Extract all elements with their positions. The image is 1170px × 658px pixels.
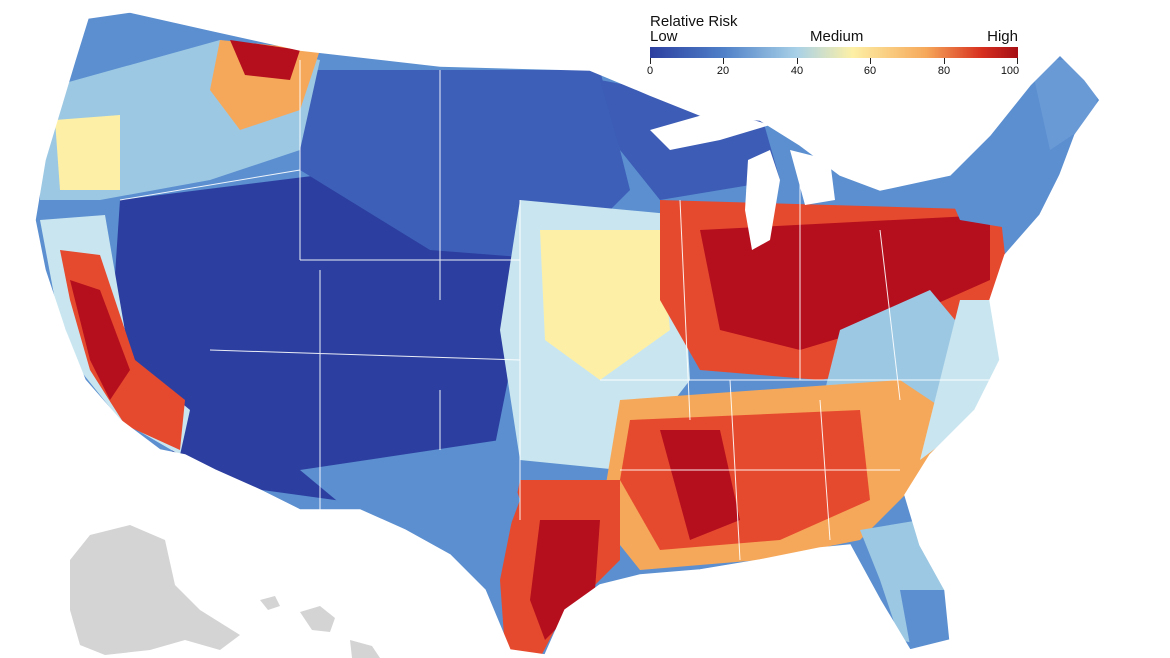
hawaii-shape xyxy=(260,596,380,658)
state-borders xyxy=(119,60,1000,561)
legend-tick-label: 0 xyxy=(646,65,654,77)
risk-legend: Relative Risk Low Medium High 0 20 40 60… xyxy=(647,13,1020,84)
region-california-core xyxy=(70,280,130,400)
lake-michigan xyxy=(745,150,780,250)
legend-ticks: 0 20 40 60 80 100 xyxy=(647,58,1019,80)
region-west-texas xyxy=(300,440,520,580)
alaska-shape xyxy=(70,525,240,655)
region-midwest-very-high xyxy=(700,215,990,350)
legend-level-high: High xyxy=(987,28,1018,45)
legend-title: Relative Risk xyxy=(650,13,738,30)
legend-tick-label: 40 xyxy=(790,65,804,77)
legend-tick-mark xyxy=(797,58,798,64)
region-montana-red xyxy=(230,40,300,80)
region-oregon-yellow xyxy=(55,115,120,190)
legend-tick-mark xyxy=(650,58,651,64)
region-houston-red xyxy=(530,520,600,640)
region-florida-tip xyxy=(900,590,950,650)
region-mississippi-red xyxy=(660,430,740,540)
legend-tick-label: 80 xyxy=(937,65,951,77)
legend-tick-label: 100 xyxy=(1000,65,1020,77)
legend-color-bar xyxy=(650,47,1018,58)
legend-tick-mark xyxy=(944,58,945,64)
legend-tick-mark xyxy=(723,58,724,64)
legend-tick-mark xyxy=(870,58,871,64)
lake-superior xyxy=(650,110,770,150)
region-plains-yellow xyxy=(540,230,670,380)
legend-tick-mark xyxy=(1017,58,1018,64)
legend-level-medium: Medium xyxy=(810,28,864,45)
legend-tick-label: 20 xyxy=(716,65,730,77)
legend-level-low: Low xyxy=(650,28,678,45)
region-mountain-west xyxy=(110,160,520,520)
legend-tick-label: 60 xyxy=(863,65,877,77)
us-outline xyxy=(34,11,1101,656)
